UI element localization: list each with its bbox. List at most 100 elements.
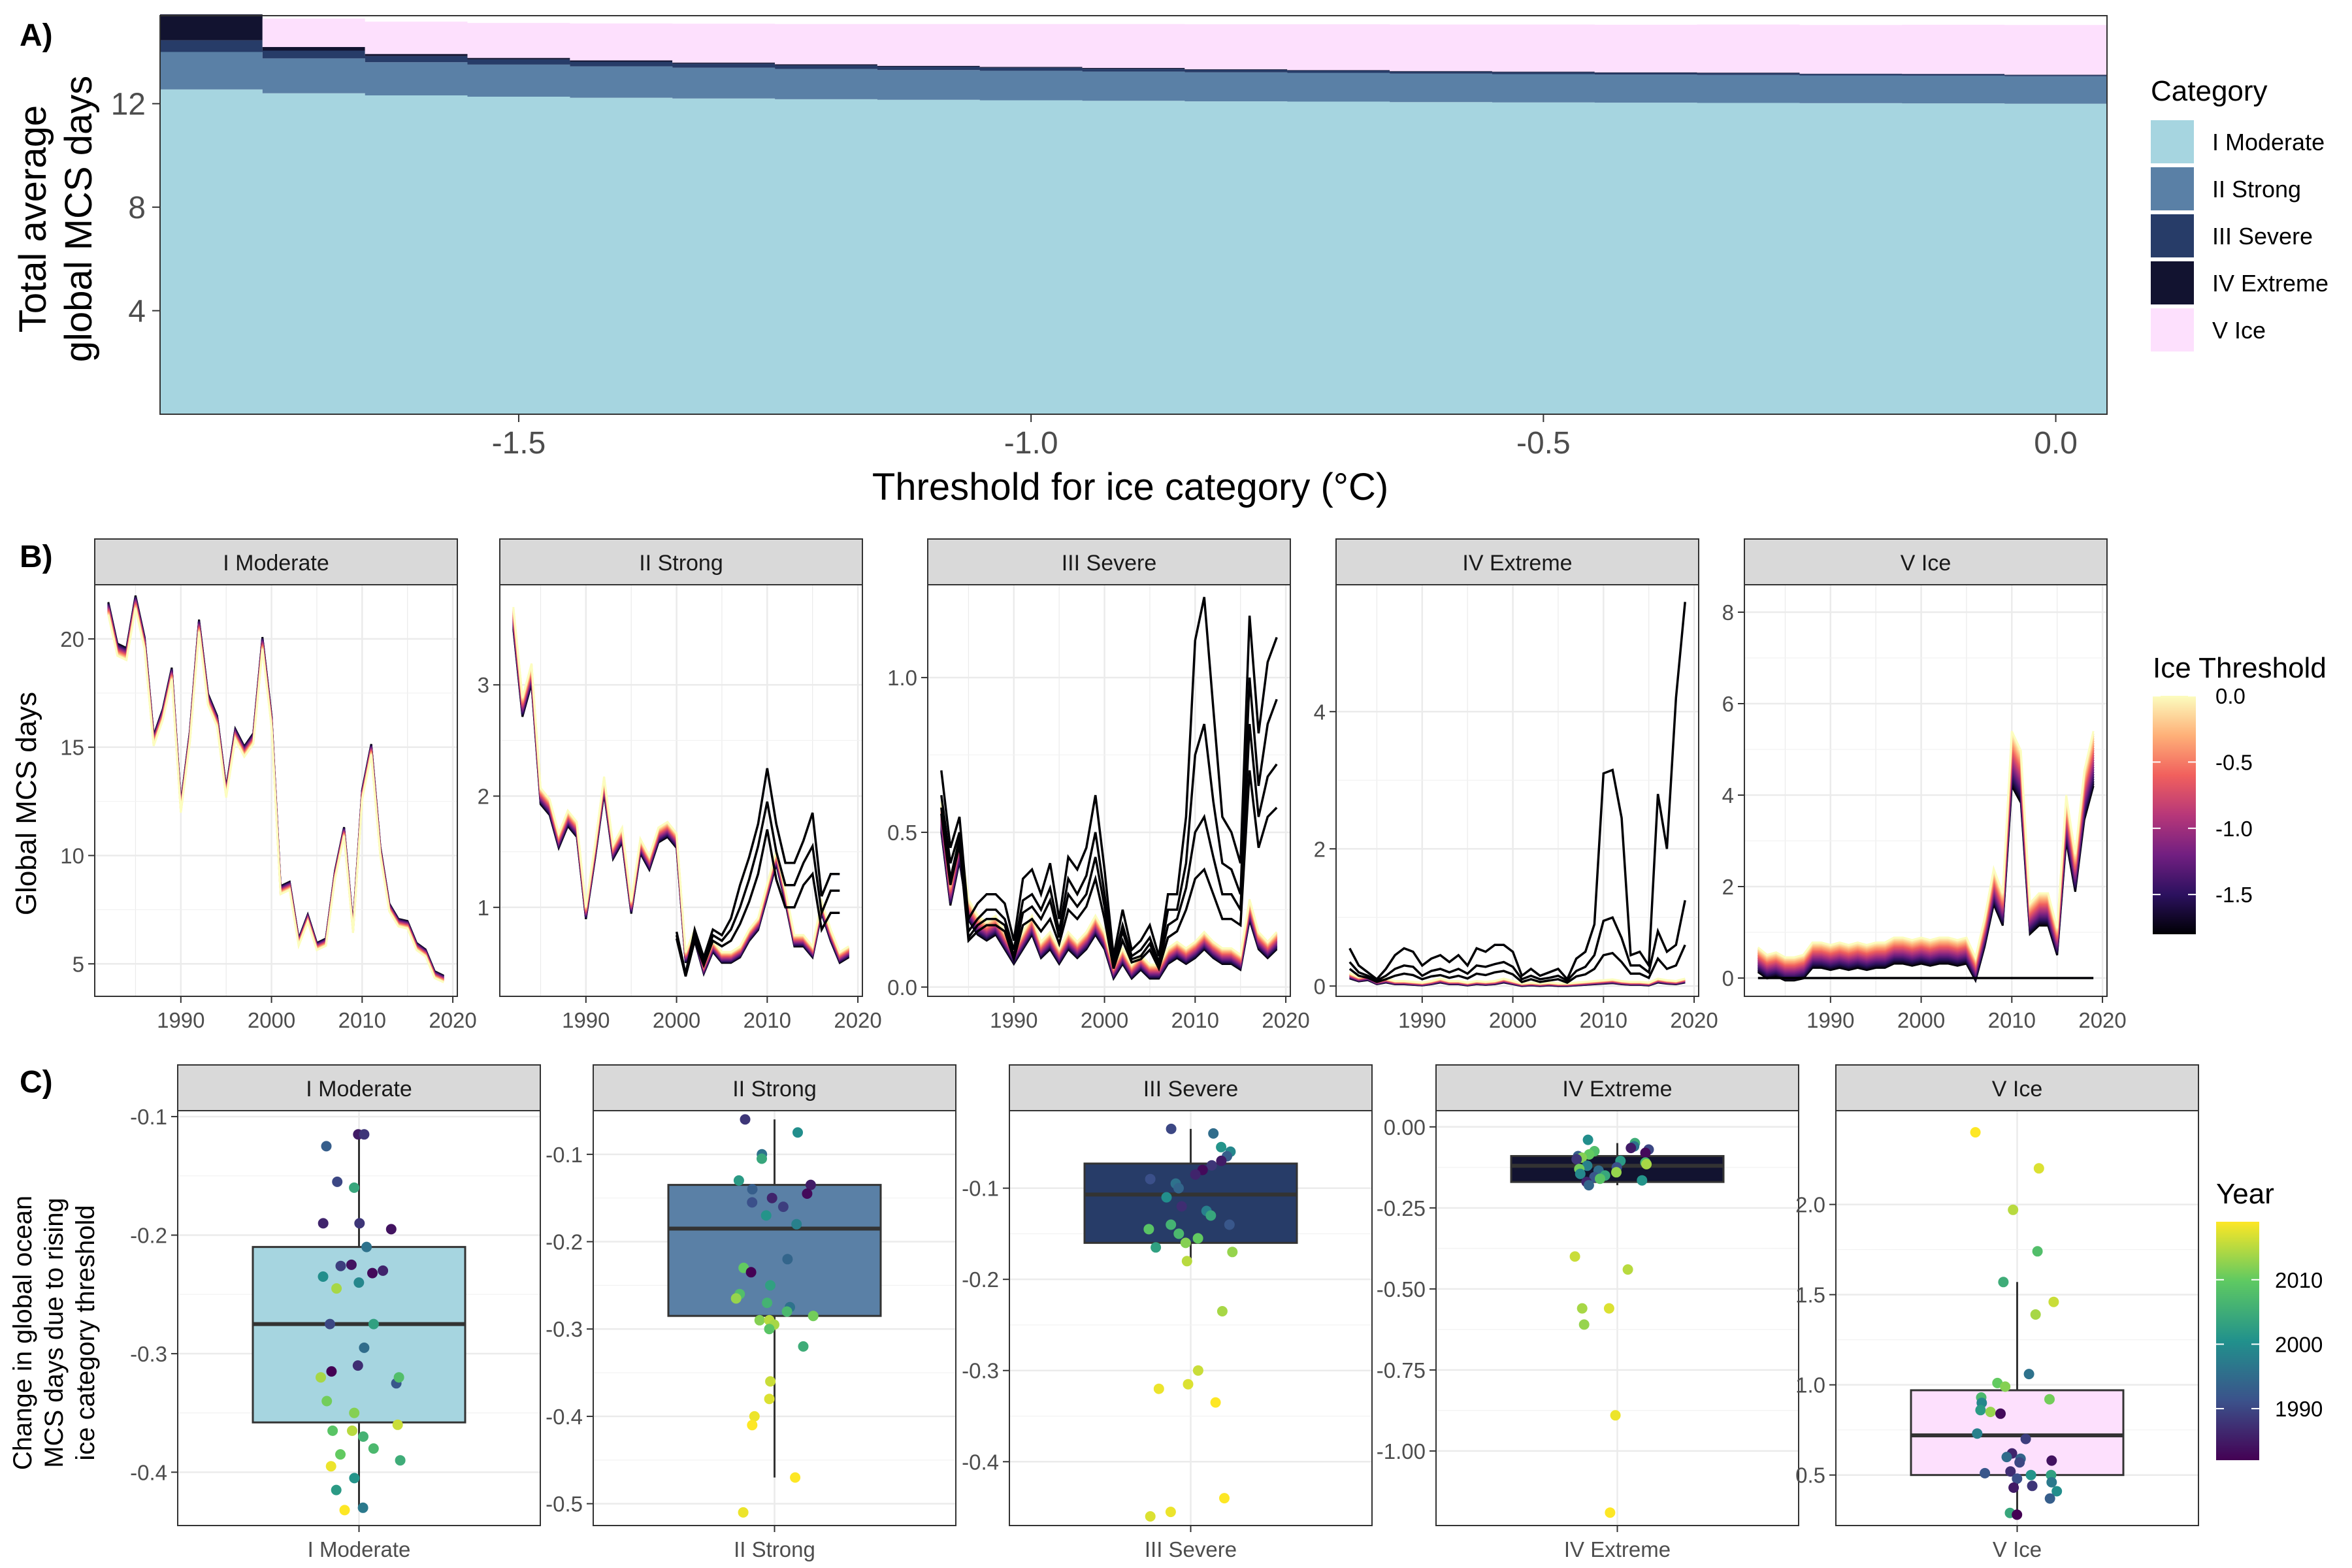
facet-frame (94, 584, 458, 997)
data-point (1625, 1143, 1637, 1154)
y-tick-label: 0 (1314, 974, 1326, 998)
data-point (1603, 1303, 1614, 1314)
data-point (790, 1472, 801, 1483)
panel-a-y-axis-label-line-2: global MCS days (57, 76, 100, 362)
panel-b-facet-i-moderate: I Moderate 1990 2000 2010 2020 5 10 15 20 (60, 538, 477, 1032)
data-point (1173, 1228, 1184, 1239)
colorbar-title: Ice Threshold (2153, 652, 2327, 684)
threshold-line-low (940, 770, 1278, 972)
facet-strip-label: II Strong (639, 551, 723, 576)
y-tick-label: 0 (1722, 966, 1734, 990)
data-point (367, 1267, 378, 1279)
area-ii-strong (160, 52, 2107, 104)
threshold-line (1757, 760, 2095, 975)
data-point (368, 1318, 379, 1330)
data-point (1992, 1377, 2003, 1388)
facet-strip (1744, 538, 2108, 585)
data-point (1610, 1410, 1621, 1421)
facet-background (1744, 585, 2107, 996)
legend-label: I Moderate (2212, 129, 2325, 155)
data-point (1641, 1158, 1652, 1169)
data-point (754, 1315, 765, 1326)
data-point (326, 1366, 337, 1377)
y-tick-label: 4 (1314, 700, 1326, 724)
data-point (2012, 1509, 2023, 1520)
y-tick-label: 0.00 (1384, 1115, 1426, 1139)
data-point (733, 1175, 744, 1186)
legend-swatch (2151, 214, 2194, 257)
facet-strip (1835, 1064, 2199, 1111)
data-point (1605, 1507, 1616, 1518)
panel-c-colorbar-legend: Year 2010 2000 1990 (2216, 1178, 2323, 1460)
data-point (1165, 1507, 1176, 1518)
panel-b-facet-v-ice: V Ice 1990 2000 2010 2020 0 2 4 6 8 (1722, 538, 2127, 1032)
y-tick-label: -0.4 (962, 1450, 999, 1474)
data-point (1183, 1379, 1194, 1390)
data-point (2005, 1466, 2016, 1477)
data-point (1192, 1365, 1203, 1376)
data-point (765, 1280, 776, 1291)
data-point (1173, 1183, 1184, 1194)
data-point (747, 1420, 758, 1431)
threshold-line (1757, 775, 2095, 981)
data-point (1208, 1128, 1219, 1139)
colorbar-tick-label: 2000 (2275, 1332, 2323, 1356)
data-point (747, 1184, 758, 1195)
data-point (2033, 1163, 2044, 1174)
x-tick-label: 2020 (429, 1008, 476, 1032)
panel-c-y-axis-label-line-3: ice category threshold (71, 1205, 100, 1460)
x-tick-label: 1990 (562, 1008, 610, 1032)
data-point (385, 1224, 397, 1235)
y-tick-label: -0.25 (1377, 1196, 1426, 1220)
y-tick-label: 0.0 (887, 975, 917, 1000)
data-point (1972, 1428, 1983, 1439)
panel-a-y-tick-label: 4 (128, 295, 146, 329)
threshold-lines (1348, 602, 1686, 987)
threshold-line (512, 606, 849, 967)
threshold-line (1757, 779, 2095, 983)
data-point (1192, 1233, 1203, 1244)
colorbar-tick-label: 1990 (2275, 1397, 2323, 1421)
threshold-line-low (1348, 602, 1686, 982)
threshold-line (1757, 782, 2095, 983)
panel-a-x-tick-label: -1.0 (1004, 426, 1058, 461)
data-point (1145, 1511, 1156, 1522)
y-tick-label: -0.1 (130, 1105, 167, 1129)
panel-a-x-tick-label: -0.5 (1516, 426, 1571, 461)
threshold-line-low (940, 596, 1278, 956)
y-tick-label: -0.1 (546, 1143, 583, 1167)
x-tick-label: 2010 (338, 1008, 386, 1032)
x-tick-label: II Strong (734, 1537, 815, 1561)
data-point (1180, 1237, 1191, 1249)
data-point (325, 1318, 335, 1330)
threshold-line-low (675, 829, 840, 977)
threshold-line (1757, 777, 2095, 981)
threshold-line-low (1348, 900, 1686, 982)
y-tick-label: 2 (1314, 837, 1326, 861)
panel-c-box-facets: Change in global ocean MCS days due to r… (8, 1064, 2323, 1561)
threshold-lines (940, 596, 1278, 981)
facet-strip-label: V Ice (1992, 1077, 2042, 1102)
jitter-points (1143, 1123, 1238, 1522)
data-point (791, 1218, 802, 1230)
data-point (392, 1419, 403, 1430)
data-point (1640, 1147, 1651, 1158)
data-point (2001, 1452, 2012, 1463)
data-point (331, 1484, 342, 1495)
data-point (1145, 1173, 1156, 1184)
y-tick-label: -0.4 (130, 1460, 167, 1484)
threshold-lines (107, 595, 444, 983)
data-point (361, 1241, 372, 1252)
x-tick-label: 1990 (1398, 1008, 1446, 1032)
data-point (760, 1210, 772, 1221)
data-point (359, 1129, 370, 1140)
y-tick-label: 1.5 (1795, 1283, 1825, 1307)
data-point (757, 1153, 767, 1164)
facet-strip-label: IV Extreme (1462, 551, 1572, 576)
data-point (2044, 1394, 2055, 1405)
y-tick-label: -0.3 (546, 1317, 583, 1341)
threshold-lines (1757, 730, 2095, 983)
y-tick-label: -1.00 (1377, 1439, 1426, 1463)
